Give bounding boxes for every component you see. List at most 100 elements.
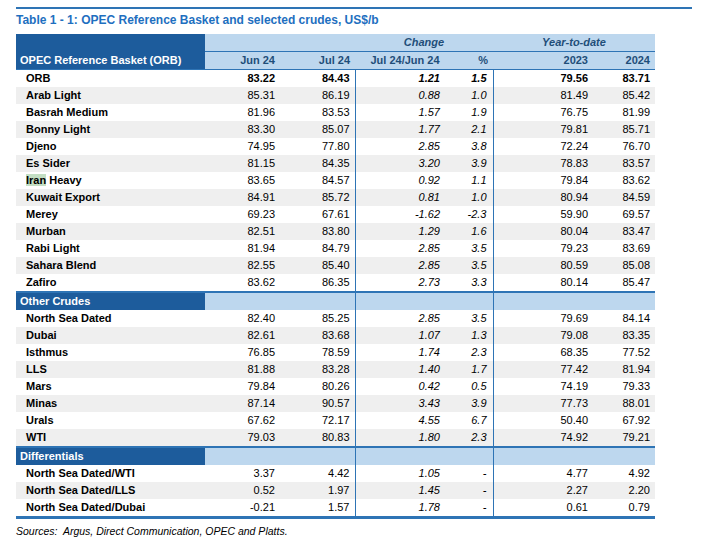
table-row: Arab Light85.3186.190.881.081.4985.42 (16, 87, 655, 104)
table-row: ORB83.2284.431.211.579.5683.71 (16, 69, 655, 87)
row-label: Iran Heavy (16, 172, 205, 189)
cell-percent: 1.9 (455, 104, 493, 121)
cell-ytd-2023: 79.69 (493, 310, 593, 327)
cell-jul24: 86.35 (280, 274, 355, 292)
table-row: Dubai82.6183.681.071.379.0883.35 (16, 327, 655, 344)
table-row: Murban82.5183.801.291.680.0483.47 (16, 223, 655, 240)
cell-jun24: 79.03 (205, 429, 280, 447)
cell-ytd-2024: 83.69 (593, 240, 655, 257)
cell-percent: 3.5 (455, 257, 493, 274)
cell-change: 0.42 (355, 378, 455, 395)
cell-jun24: 82.51 (205, 223, 280, 240)
cell-percent: 3.5 (455, 240, 493, 257)
column-header-jul24: Jul 24 (280, 51, 355, 69)
section-header-row: Other Crudes (16, 292, 655, 310)
section-title: Differentials (16, 447, 205, 465)
section-band-cell (355, 292, 455, 310)
table-row: Sahara Blend82.5585.402.853.580.5985.08 (16, 257, 655, 274)
cell-jul24: 1.97 (280, 482, 355, 499)
section-title: Other Crudes (16, 292, 205, 310)
cell-ytd-2023: 2.27 (493, 482, 593, 499)
cell-percent: 3.9 (455, 155, 493, 172)
row-label: North Sea Dated/Dubai (16, 499, 205, 518)
crude-price-table: OPEC Reference Basket (ORB) Change Year-… (16, 34, 655, 519)
header-group-ytd: Year-to-date (493, 34, 655, 51)
cell-percent: 1.5 (455, 69, 493, 87)
table-row: Minas87.1490.573.433.977.7388.01 (16, 395, 655, 412)
row-label: Djeno (16, 138, 205, 155)
cell-jun24: 79.84 (205, 378, 280, 395)
cell-change: 1.78 (355, 499, 455, 518)
table-row: North Sea Dated82.4085.252.853.579.6984.… (16, 310, 655, 327)
row-label: Rabi Light (16, 240, 205, 257)
cell-ytd-2023: 50.40 (493, 412, 593, 429)
table-row: Iran Heavy83.6584.570.921.179.8483.62 (16, 172, 655, 189)
cell-change: 1.29 (355, 223, 455, 240)
cell-jul24: 83.28 (280, 361, 355, 378)
cell-jun24: 81.88 (205, 361, 280, 378)
cell-ytd-2024: 2.20 (593, 482, 655, 499)
table-row: Rabi Light81.9484.792.853.579.2383.69 (16, 240, 655, 257)
cell-percent: 1.7 (455, 361, 493, 378)
row-label: Mars (16, 378, 205, 395)
search-highlight: Iran (26, 174, 46, 186)
cell-ytd-2023: 80.94 (493, 189, 593, 206)
section-header-row: Differentials (16, 447, 655, 465)
cell-jul24: 84.43 (280, 69, 355, 87)
row-label: Murban (16, 223, 205, 240)
cell-ytd-2023: 81.49 (493, 87, 593, 104)
cell-ytd-2023: 79.84 (493, 172, 593, 189)
cell-jun24: 82.55 (205, 257, 280, 274)
table-row: Es Sider81.1584.353.203.978.8383.57 (16, 155, 655, 172)
table-row: Mars79.8480.260.420.574.1979.33 (16, 378, 655, 395)
cell-change: 1.45 (355, 482, 455, 499)
cell-ytd-2024: 84.14 (593, 310, 655, 327)
cell-ytd-2024: 79.21 (593, 429, 655, 447)
cell-ytd-2023: 0.61 (493, 499, 593, 518)
section-band-cell (205, 447, 280, 465)
cell-percent: 3.5 (455, 310, 493, 327)
cell-jun24: 82.61 (205, 327, 280, 344)
cell-percent: 6.7 (455, 412, 493, 429)
cell-jul24: 83.53 (280, 104, 355, 121)
table-row: Isthmus76.8578.591.742.368.3577.52 (16, 344, 655, 361)
cell-change: 2.73 (355, 274, 455, 292)
cell-percent: 3.8 (455, 138, 493, 155)
cell-change: 3.43 (355, 395, 455, 412)
cell-percent: 3.3 (455, 274, 493, 292)
cell-jun24: -0.21 (205, 499, 280, 518)
section-band-cell (493, 292, 593, 310)
cell-ytd-2023: 80.59 (493, 257, 593, 274)
cell-change: 2.85 (355, 138, 455, 155)
cell-jun24: 83.30 (205, 121, 280, 138)
table-row: Djeno74.9577.802.853.872.2476.70 (16, 138, 655, 155)
table-row: North Sea Dated/Dubai-0.211.571.78-0.610… (16, 499, 655, 518)
row-label: Es Sider (16, 155, 205, 172)
cell-ytd-2024: 83.57 (593, 155, 655, 172)
row-label: Dubai (16, 327, 205, 344)
cell-ytd-2024: 85.71 (593, 121, 655, 138)
section-band-cell (205, 292, 280, 310)
cell-percent: - (455, 482, 493, 499)
cell-jul24: 4.42 (280, 465, 355, 482)
cell-jul24: 80.83 (280, 429, 355, 447)
cell-ytd-2023: 77.42 (493, 361, 593, 378)
cell-ytd-2024: 85.08 (593, 257, 655, 274)
cell-ytd-2024: 83.47 (593, 223, 655, 240)
row-label: Zafiro (16, 274, 205, 292)
cell-jun24: 83.22 (205, 69, 280, 87)
cell-ytd-2023: 72.24 (493, 138, 593, 155)
header-group-change: Change (355, 34, 493, 51)
cell-change: -1.62 (355, 206, 455, 223)
cell-change: 1.77 (355, 121, 455, 138)
cell-percent: 1.0 (455, 189, 493, 206)
header-group-row: OPEC Reference Basket (ORB) Change Year-… (16, 34, 655, 51)
row-label: WTI (16, 429, 205, 447)
cell-percent: -2.3 (455, 206, 493, 223)
cell-ytd-2023: 79.08 (493, 327, 593, 344)
cell-change: 4.55 (355, 412, 455, 429)
table-row: Basrah Medium81.9683.531.571.976.7581.99 (16, 104, 655, 121)
cell-jul24: 84.35 (280, 155, 355, 172)
cell-ytd-2024: 77.52 (593, 344, 655, 361)
section-band-cell (455, 447, 493, 465)
